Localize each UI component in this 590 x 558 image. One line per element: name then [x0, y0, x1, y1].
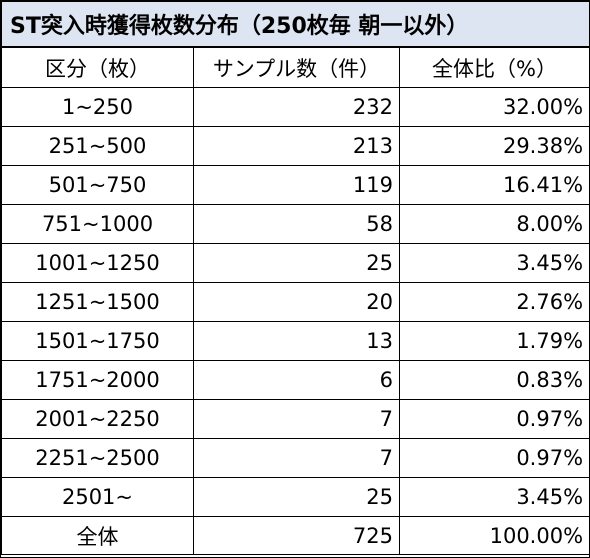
samples-cell: 232 — [193, 87, 400, 127]
ratio-cell: 1.79% — [398, 321, 590, 361]
table-row: 501~750 119 16.41% — [1, 165, 590, 205]
table-row: 1501~1750 13 1.79% — [1, 321, 590, 361]
table-row: 1001~1250 25 3.45% — [1, 243, 590, 283]
samples-cell: 6 — [193, 360, 400, 400]
ratio-cell: 8.00% — [398, 204, 590, 244]
samples-cell: 25 — [193, 477, 400, 517]
samples-cell: 20 — [193, 282, 400, 322]
samples-cell: 58 — [193, 204, 400, 244]
total-samples-cell: 725 — [193, 516, 400, 555]
header-row: 区分（枚） サンプル数（件） 全体比（%） — [1, 46, 590, 88]
range-cell: 1751~2000 — [1, 360, 194, 400]
header-ratio: 全体比（%） — [398, 46, 590, 88]
range-cell: 251~500 — [1, 126, 194, 166]
ratio-cell: 32.00% — [398, 87, 590, 127]
table-row: 2251~2500 7 0.97% — [1, 438, 590, 478]
table-row: 1751~2000 6 0.83% — [1, 360, 590, 400]
table-row: 1251~1500 20 2.76% — [1, 282, 590, 322]
table-row: 2501~ 25 3.45% — [1, 477, 590, 517]
table-body: 1~250 232 32.00% 251~500 213 29.38% 501~750 119… — [1, 87, 590, 517]
ratio-cell: 29.38% — [398, 126, 590, 166]
ratio-cell: 0.97% — [398, 438, 590, 478]
total-row: 全体 725 100.00% — [1, 516, 590, 555]
total-ratio-cell: 100.00% — [398, 516, 590, 555]
range-cell: 751~1000 — [1, 204, 194, 244]
header-range: 区分（枚） — [1, 46, 194, 88]
ratio-cell: 0.97% — [398, 399, 590, 439]
range-cell: 1251~1500 — [1, 282, 194, 322]
ratio-cell: 0.83% — [398, 360, 590, 400]
samples-cell: 119 — [193, 165, 400, 205]
total-range-cell: 全体 — [1, 516, 194, 555]
ratio-cell: 2.76% — [398, 282, 590, 322]
table-row: 751~1000 58 8.00% — [1, 204, 590, 244]
range-cell: 1~250 — [1, 87, 194, 127]
table-row: 251~500 213 29.38% — [1, 126, 590, 166]
samples-cell: 25 — [193, 243, 400, 283]
samples-cell: 7 — [193, 399, 400, 439]
table-title: ST突入時獲得枚数分布（250枚毎 朝一以外） — [0, 1, 590, 48]
table-row: 2001~2250 7 0.97% — [1, 399, 590, 439]
range-cell: 501~750 — [1, 165, 194, 205]
ratio-cell: 3.45% — [398, 243, 590, 283]
samples-cell: 7 — [193, 438, 400, 478]
header-samples: サンプル数（件） — [193, 46, 400, 88]
range-cell: 1001~1250 — [1, 243, 194, 283]
ratio-cell: 16.41% — [398, 165, 590, 205]
ratio-cell: 3.45% — [398, 477, 590, 517]
table-row: 1~250 232 32.00% — [1, 87, 590, 127]
range-cell: 2501~ — [1, 477, 194, 517]
samples-cell: 13 — [193, 321, 400, 361]
range-cell: 2001~2250 — [1, 399, 194, 439]
title-row: ST突入時獲得枚数分布（250枚毎 朝一以外） — [0, 1, 590, 48]
range-cell: 2251~2500 — [1, 438, 194, 478]
range-cell: 1501~1750 — [1, 321, 194, 361]
samples-cell: 213 — [193, 126, 400, 166]
